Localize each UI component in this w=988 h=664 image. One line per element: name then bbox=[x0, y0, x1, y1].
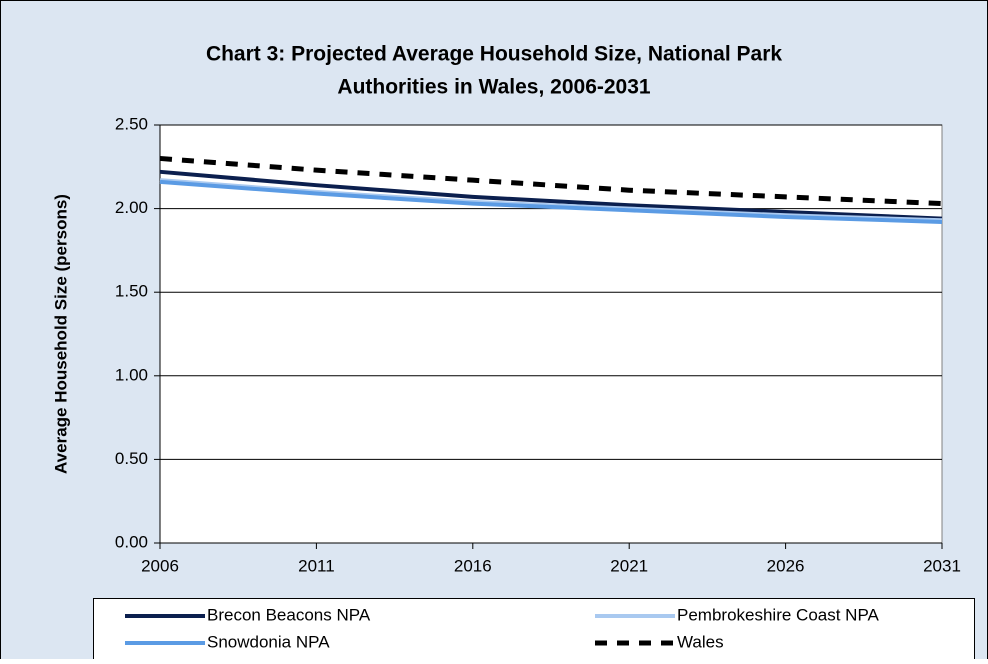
y-tick-label: 1.50 bbox=[115, 282, 148, 301]
x-tick-label: 2026 bbox=[767, 556, 805, 575]
legend-label: Pembrokeshire Coast NPA bbox=[677, 605, 880, 624]
x-tick-label: 2011 bbox=[298, 556, 335, 575]
legend bbox=[93, 598, 975, 664]
series-line bbox=[159, 179, 943, 224]
x-tick-label: 2031 bbox=[923, 556, 961, 575]
chart-title: Chart 3: Projected Average Household Siz… bbox=[206, 43, 782, 66]
series-line bbox=[159, 169, 943, 221]
legend-label: Snowdonia NPA bbox=[207, 632, 330, 651]
y-tick-label: 1.00 bbox=[115, 365, 148, 384]
plot-area bbox=[159, 124, 943, 544]
x-tick-label: 2016 bbox=[454, 556, 492, 575]
y-tick-label: 0.00 bbox=[115, 532, 148, 551]
y-tick-label: 2.50 bbox=[115, 114, 148, 133]
chart-title: Authorities in Wales, 2006-2031 bbox=[337, 76, 650, 99]
y-tick-label: 2.00 bbox=[115, 198, 148, 217]
y-tick-label: 0.50 bbox=[115, 449, 148, 468]
x-tick-label: 2021 bbox=[610, 556, 648, 575]
legend-label: Brecon Beacons NPA bbox=[207, 605, 371, 624]
y-axis-label: Average Household Size (persons) bbox=[51, 194, 70, 474]
x-tick-label: 2006 bbox=[141, 556, 179, 575]
legend-label: Wales bbox=[677, 632, 724, 651]
